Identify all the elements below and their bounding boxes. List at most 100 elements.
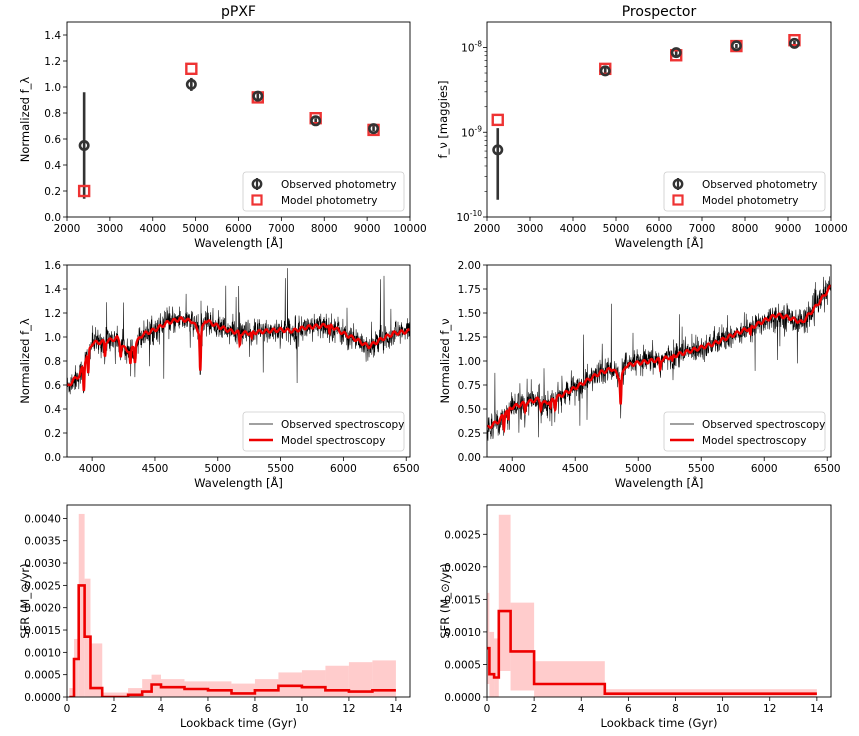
y-tick-label: 1.50 (458, 308, 481, 320)
y-tick-label: 0.0025 (444, 529, 481, 541)
x-tick-label: 8 (672, 703, 679, 715)
y-tick-label: 0.0040 (24, 513, 61, 525)
model-point (491, 113, 504, 127)
legend-label: Observed photometry (702, 179, 817, 191)
panel-pp-sfh: 0 2 4 6 8 10 12 14 0.0000 0.0005 0.0010 0.0015 0.002… (18, 504, 411, 730)
y-tick-label: 10-9 (461, 124, 482, 139)
panel-pr-phot: Prospector 2000 3000 4000 5000 6000 7000 8000 90… (436, 4, 848, 250)
y-axis-label: Normalized f_λ (18, 318, 32, 404)
panel-pp-spec: 4000 4500 5000 5500 6000 6500 0.0 0.2 0.4 0.6 0.8 1… (18, 260, 420, 490)
legend-box (242, 411, 405, 452)
y-tick-label: 0.0000 (444, 692, 481, 704)
x-tick-label: 6000 (330, 463, 357, 475)
y-tick-label: 0.0020 (24, 603, 61, 615)
y-tick-label: 0.0030 (24, 558, 61, 570)
y-axis-label: SFR (M_⊙/yr) (438, 563, 452, 638)
uncertainty-band (113, 692, 129, 697)
legend-label: Observed photometry (281, 179, 396, 191)
sfr-step-line (69, 584, 396, 697)
y-tick-label: 0.4 (44, 404, 61, 416)
y-tick-label: 1.00 (458, 356, 481, 368)
y-tick-label: 0.00 (458, 452, 481, 464)
plot-area (487, 276, 831, 441)
y-axis-label: f_ν [maggies] (436, 81, 450, 159)
legend-marker (672, 194, 684, 206)
y-tick-label: 0.2 (44, 186, 61, 198)
x-axis-label: Wavelength [Å] (615, 235, 704, 250)
y-tick-label: 1.4 (44, 284, 61, 296)
model-spectrum (67, 316, 410, 392)
uncertainty-band (348, 662, 373, 697)
y-tick-label: 0.0005 (24, 670, 61, 682)
model-point (309, 111, 322, 125)
uncertainty-band (69, 688, 75, 697)
x-tick-label: 4500 (142, 463, 169, 475)
x-tick-label: 9000 (775, 223, 802, 235)
y-tick-label: 1.0 (44, 82, 61, 94)
uncertainty-band (534, 661, 605, 697)
y-tick-label: 2.00 (458, 260, 481, 272)
x-tick-label: 6500 (393, 463, 420, 475)
uncertainty-band (254, 679, 279, 697)
x-tick-label: 5000 (182, 223, 209, 235)
plot-frame (486, 264, 832, 458)
model-point (77, 184, 91, 198)
y-tick-label: 1.75 (458, 284, 481, 296)
legend-marker (251, 194, 263, 206)
uncertainty-band (142, 679, 152, 697)
model-spectrum (487, 284, 831, 434)
legend-label: Model photometry (702, 195, 798, 207)
observed-point (78, 140, 90, 152)
x-tick-label: 5000 (603, 223, 630, 235)
uncertainty-band (151, 674, 161, 697)
observed-point (252, 90, 264, 102)
observed-point (670, 47, 682, 59)
uncertainty-band (487, 592, 490, 684)
x-tick-label: 2 (111, 703, 118, 715)
x-tick-label: 0 (484, 703, 491, 715)
x-tick-label: 4500 (562, 463, 589, 475)
panel-pr-sfh: 0 2 4 6 8 10 12 14 0.0000 0.0005 0.0010 0.0015 0.002… (438, 504, 832, 730)
x-axis-label: Wavelength [Å] (194, 235, 283, 250)
uncertainty-band (489, 631, 495, 697)
y-tick-label: 0.2 (44, 428, 61, 440)
plot-frame (66, 504, 411, 698)
x-tick-label: 6000 (225, 223, 252, 235)
x-tick-label: 4000 (560, 223, 587, 235)
y-tick-label: 0.25 (458, 428, 481, 440)
y-tick-label: 0.0 (44, 452, 61, 464)
plot-area (67, 268, 410, 395)
x-tick-label: 12 (342, 703, 355, 715)
uncertainty-band (128, 688, 143, 697)
plot-frame (66, 21, 411, 218)
observed-point (185, 78, 197, 90)
x-tick-label: 5500 (267, 463, 294, 475)
y-tick-label: 1.25 (458, 332, 481, 344)
plot-frame (486, 21, 832, 218)
y-tick-label: 0.8 (44, 108, 61, 120)
y-tick-label: 0.0 (44, 212, 61, 224)
y-tick-label: 10-8 (461, 40, 482, 55)
model-point (788, 33, 801, 47)
y-tick-label: 0.6 (44, 380, 61, 392)
x-tick-label: 4000 (499, 463, 526, 475)
legend-label: Model spectroscopy (702, 435, 806, 447)
x-axis-label: Lookback time (Gyr) (601, 716, 718, 730)
y-tick-label: 0.75 (458, 380, 481, 392)
y-tick-label: 0.0015 (24, 625, 61, 637)
legend-box (663, 171, 826, 212)
y-tick-label: 1.4 (44, 30, 61, 42)
plot-area (69, 513, 396, 697)
plot-area (491, 33, 801, 200)
y-tick-label: 1.0 (44, 332, 61, 344)
uncertainty-band (510, 602, 535, 691)
observed-point (368, 123, 380, 135)
x-tick-label: 5000 (625, 463, 652, 475)
sfr-step-line (487, 609, 817, 695)
uncertainty-band (372, 660, 396, 697)
legend-marker (672, 178, 684, 190)
x-tick-label: 7000 (689, 223, 716, 235)
y-tick-label: 0.50 (458, 404, 481, 416)
legend-box (242, 171, 405, 212)
